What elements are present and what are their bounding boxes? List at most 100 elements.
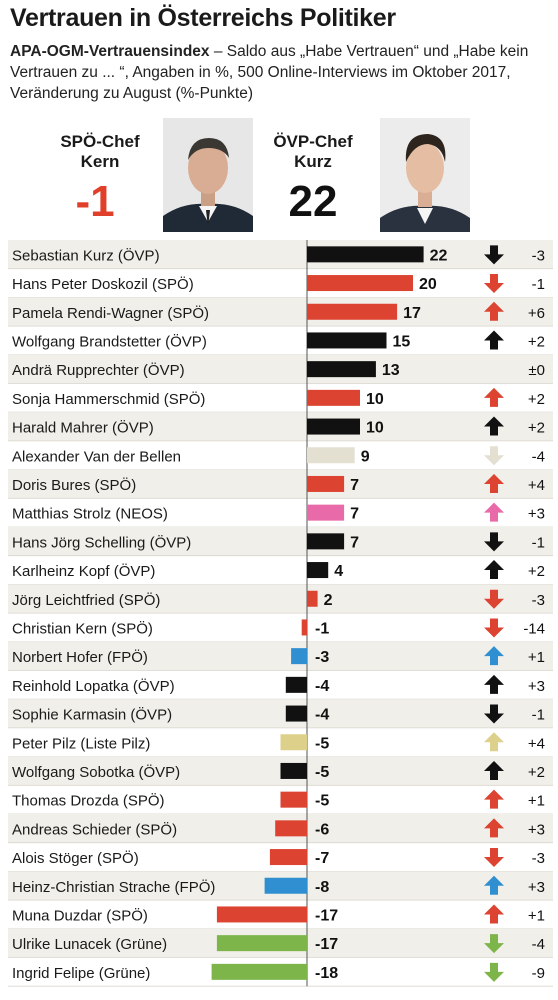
- value-label: 22: [430, 247, 448, 264]
- value-label: -18: [315, 965, 338, 982]
- leader-kern-role: SPÖ-Chef: [60, 132, 140, 151]
- arrow-up-icon: [484, 473, 504, 493]
- bar: [211, 963, 307, 980]
- portrait-kurz-photo: [380, 118, 470, 232]
- row-background: [8, 641, 553, 671]
- leader-kurz-value: 22: [288, 177, 338, 226]
- category-label: Reinhold Lopatka (ÖVP): [12, 677, 175, 695]
- change-label: -3: [532, 247, 545, 264]
- category-label: Heinz-Christian Strache (FPÖ): [12, 878, 215, 896]
- change-label: +4: [528, 735, 545, 752]
- arrow-up-icon: [484, 875, 504, 895]
- change-label: -9: [532, 965, 545, 982]
- row-background: [8, 297, 553, 327]
- bar: [307, 332, 387, 349]
- category-label: Ulrike Lunacek (Grüne): [12, 936, 167, 953]
- bar: [307, 303, 398, 320]
- bar: [307, 418, 360, 435]
- change-label: +3: [528, 678, 545, 695]
- change-label: -3: [532, 592, 545, 609]
- subtitle-description: – Saldo aus „Habe Vertrauen“ und „Habe k…: [10, 43, 529, 102]
- arrow-down-icon: [484, 848, 504, 868]
- bar: [307, 533, 345, 550]
- value-label: -6: [315, 821, 329, 838]
- row-background: [8, 240, 553, 269]
- arrow-up-icon: [484, 674, 504, 694]
- leader-kurz-label: ÖVP-Chef Kurz: [258, 132, 368, 172]
- arrow-up-icon: [484, 502, 504, 522]
- category-label: Sonja Hammerschmid (SPÖ): [12, 390, 205, 408]
- change-label: -14: [523, 620, 545, 637]
- arrow-up-icon: [484, 301, 504, 321]
- bar: [307, 475, 345, 492]
- change-label: ±0: [528, 362, 545, 379]
- value-label: 17: [403, 305, 421, 322]
- bar: [280, 762, 307, 779]
- category-label: Karlheinz Kopf (ÖVP): [12, 562, 155, 580]
- arrow-down-icon: [484, 589, 504, 609]
- change-label: +3: [528, 821, 545, 838]
- leader-kern-value: -1: [75, 177, 115, 226]
- arrow-down-icon: [484, 934, 504, 954]
- arrow-down-icon: [484, 245, 504, 265]
- bar: [285, 705, 307, 722]
- category-label: Matthias Strolz (NEOS): [12, 506, 168, 523]
- leader-kurz-role: ÖVP-Chef: [273, 132, 353, 151]
- bar: [307, 361, 376, 378]
- category-label: Sophie Karmasin (ÖVP): [12, 706, 172, 724]
- value-label: -5: [315, 793, 329, 810]
- portrait-kern-photo: [163, 118, 253, 232]
- arrow-up-icon: [484, 760, 504, 780]
- category-label: Harald Mahrer (ÖVP): [12, 419, 154, 437]
- bar: [307, 389, 360, 406]
- arrow-down-icon: [484, 446, 504, 466]
- value-label: 10: [366, 391, 384, 408]
- change-label: +3: [528, 506, 545, 523]
- category-label: Norbert Hofer (FPÖ): [12, 648, 148, 666]
- bar: [269, 849, 307, 866]
- value-label: -8: [315, 879, 329, 896]
- value-label: -5: [315, 764, 329, 781]
- value-label: 4: [334, 563, 343, 580]
- category-label: Andreas Schieder (SPÖ): [12, 820, 177, 838]
- arrow-down-icon: [484, 618, 504, 638]
- arrow-down-icon: [484, 532, 504, 552]
- value-label: 2: [324, 592, 333, 609]
- arrow-up-icon: [484, 732, 504, 752]
- bar-chart: Sebastian Kurz (ÖVP) 22 -3 Hans Peter Dosko…: [8, 240, 553, 987]
- arrow-up-icon: [484, 789, 504, 809]
- value-label: -3: [315, 649, 329, 666]
- value-label: -17: [315, 936, 338, 953]
- value-label: 20: [419, 276, 437, 293]
- bar: [280, 734, 307, 751]
- row-background: [8, 527, 553, 556]
- value-label: -4: [315, 707, 329, 724]
- change-label: +1: [528, 649, 545, 666]
- change-label: -1: [532, 534, 545, 551]
- category-label: Wolfgang Brandstetter (ÖVP): [12, 332, 207, 350]
- bar: [216, 935, 307, 952]
- change-label: +1: [528, 907, 545, 924]
- value-label: 7: [350, 506, 359, 523]
- row-background: [8, 469, 553, 499]
- row-background: [8, 412, 553, 441]
- category-label: Hans Peter Doskozil (SPÖ): [12, 275, 194, 293]
- change-label: +2: [528, 764, 545, 781]
- change-label: +6: [528, 305, 545, 322]
- row-background: [8, 354, 553, 384]
- change-label: +2: [528, 391, 545, 408]
- bar: [216, 906, 307, 923]
- bar: [307, 246, 424, 263]
- category-label: Jörg Leichtfried (SPÖ): [12, 591, 160, 609]
- change-label: +2: [528, 333, 545, 350]
- arrow-up-icon: [484, 646, 504, 666]
- category-label: Muna Duzdar (SPÖ): [12, 906, 148, 924]
- bar: [291, 648, 307, 665]
- value-label: 7: [350, 534, 359, 551]
- category-label: Pamela Rendi-Wagner (SPÖ): [12, 304, 209, 322]
- row-background: [8, 699, 553, 728]
- change-label: +2: [528, 420, 545, 437]
- arrow-up-icon: [484, 818, 504, 838]
- category-label: Doris Bures (SPÖ): [12, 476, 136, 494]
- bar: [307, 504, 345, 521]
